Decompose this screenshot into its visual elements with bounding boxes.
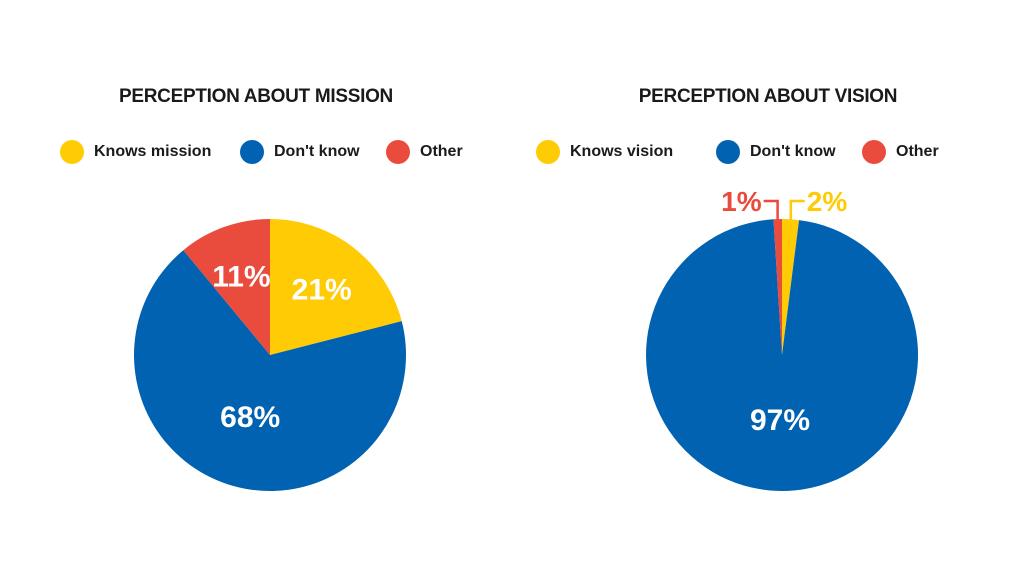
pie-slice-dont-know	[134, 250, 407, 491]
vision-legend: Knows vision Don't know Other	[512, 138, 1024, 166]
slice-label-dont-know: 68%	[220, 401, 280, 434]
callout-line-knows	[789, 199, 805, 221]
legend-label-dont-know-vision: Don't know	[750, 143, 836, 160]
legend-item-knows-vision: Knows vision	[536, 138, 673, 166]
legend-item-other: Other	[386, 138, 463, 166]
legend-item-dont-know-vision: Don't know	[716, 138, 836, 166]
legend-label-dont-know: Don't know	[274, 143, 360, 160]
legend-label-other: Other	[420, 143, 463, 160]
callout-line-other	[763, 199, 779, 221]
legend-swatch-other	[386, 140, 410, 164]
legend-item-dont-know: Don't know	[240, 138, 360, 166]
legend-label-other-vision: Other	[896, 143, 939, 160]
legend-swatch-knows-vision	[536, 140, 560, 164]
slice-label-knows: 21%	[292, 273, 352, 306]
pie-slice-dont-know	[646, 219, 919, 492]
legend-label-knows-mission: Knows mission	[94, 143, 212, 160]
mission-chart-panel: PERCEPTION ABOUT MISSION Knows mission D…	[0, 86, 512, 491]
vision-chart-title: PERCEPTION ABOUT VISION	[638, 86, 898, 107]
pie-slice-knows	[782, 219, 800, 355]
mission-legend: Knows mission Don't know Other	[0, 138, 512, 166]
legend-swatch-dont-know	[240, 140, 264, 164]
mission-chart-title: PERCEPTION ABOUT MISSION	[119, 86, 393, 107]
legend-swatch-knows-mission	[60, 140, 84, 164]
pie-slice-other	[183, 219, 270, 355]
legend-item-knows-mission: Knows mission	[60, 138, 211, 166]
legend-item-other-vision: Other	[862, 138, 939, 166]
slice-label-knows: 2%	[807, 186, 848, 217]
mission-pie-chart: 21% 68% 11%	[134, 219, 407, 491]
slice-label-other: 11%	[212, 261, 270, 294]
pie-slice-knows	[270, 219, 402, 355]
legend-swatch-dont-know-vision	[716, 140, 740, 164]
legend-label-knows-vision: Knows vision	[570, 143, 674, 160]
slice-label-other: 1%	[721, 186, 762, 217]
legend-swatch-other-vision	[862, 140, 886, 164]
vision-chart-panel: PERCEPTION ABOUT VISION Knows vision Don…	[512, 0, 1024, 565]
pie-slice-other	[773, 219, 782, 355]
slice-label-dont-know: 97%	[750, 404, 810, 437]
vision-pie-chart: 2% 97% 1%	[646, 186, 919, 492]
